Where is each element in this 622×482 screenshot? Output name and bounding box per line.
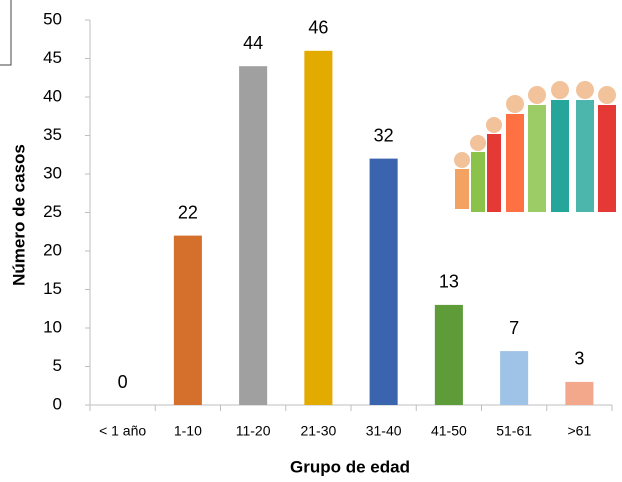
y-tick-label: 40 bbox=[43, 86, 62, 105]
bar bbox=[173, 235, 202, 405]
x-tick-label: >61 bbox=[568, 423, 592, 439]
y-tick-label: 45 bbox=[43, 48, 62, 67]
y-tick-label: 15 bbox=[43, 279, 62, 298]
bar bbox=[304, 50, 333, 406]
x-tick-label: 1-10 bbox=[174, 423, 202, 439]
value-label: 22 bbox=[178, 202, 198, 222]
x-tick-label: < 1 año bbox=[99, 423, 146, 439]
x-axis-title: Grupo de edad bbox=[290, 457, 410, 476]
y-tick-label: 0 bbox=[53, 394, 62, 413]
y-axis-title: Número de casos bbox=[9, 144, 28, 286]
y-tick-label: 25 bbox=[43, 202, 62, 221]
x-tick-label: 41-50 bbox=[431, 423, 467, 439]
bar bbox=[239, 66, 268, 405]
frame-fragment bbox=[0, 0, 12, 66]
y-tick-label: 50 bbox=[43, 9, 62, 28]
y-tick-label: 20 bbox=[43, 240, 62, 259]
value-label: 7 bbox=[509, 318, 519, 338]
x-tick-label: 11-20 bbox=[236, 423, 271, 439]
bar bbox=[500, 351, 529, 405]
people-illustration bbox=[454, 81, 616, 212]
x-tick-label: 51-61 bbox=[496, 423, 532, 439]
value-label: 13 bbox=[439, 272, 459, 292]
value-label: 44 bbox=[243, 33, 263, 53]
y-tick-label: 10 bbox=[43, 317, 62, 336]
value-label: 0 bbox=[118, 372, 128, 392]
bar bbox=[565, 381, 594, 405]
bar bbox=[369, 158, 398, 405]
value-label: 3 bbox=[574, 349, 584, 369]
y-tick-label: 30 bbox=[43, 163, 62, 182]
value-label: 32 bbox=[374, 125, 394, 145]
value-label: 46 bbox=[308, 18, 328, 38]
x-tick-label: 21-30 bbox=[300, 423, 336, 439]
bar bbox=[434, 304, 463, 405]
x-tick-label: 31-40 bbox=[366, 423, 402, 439]
y-tick-label: 5 bbox=[53, 356, 62, 375]
y-tick-label: 35 bbox=[43, 125, 62, 144]
